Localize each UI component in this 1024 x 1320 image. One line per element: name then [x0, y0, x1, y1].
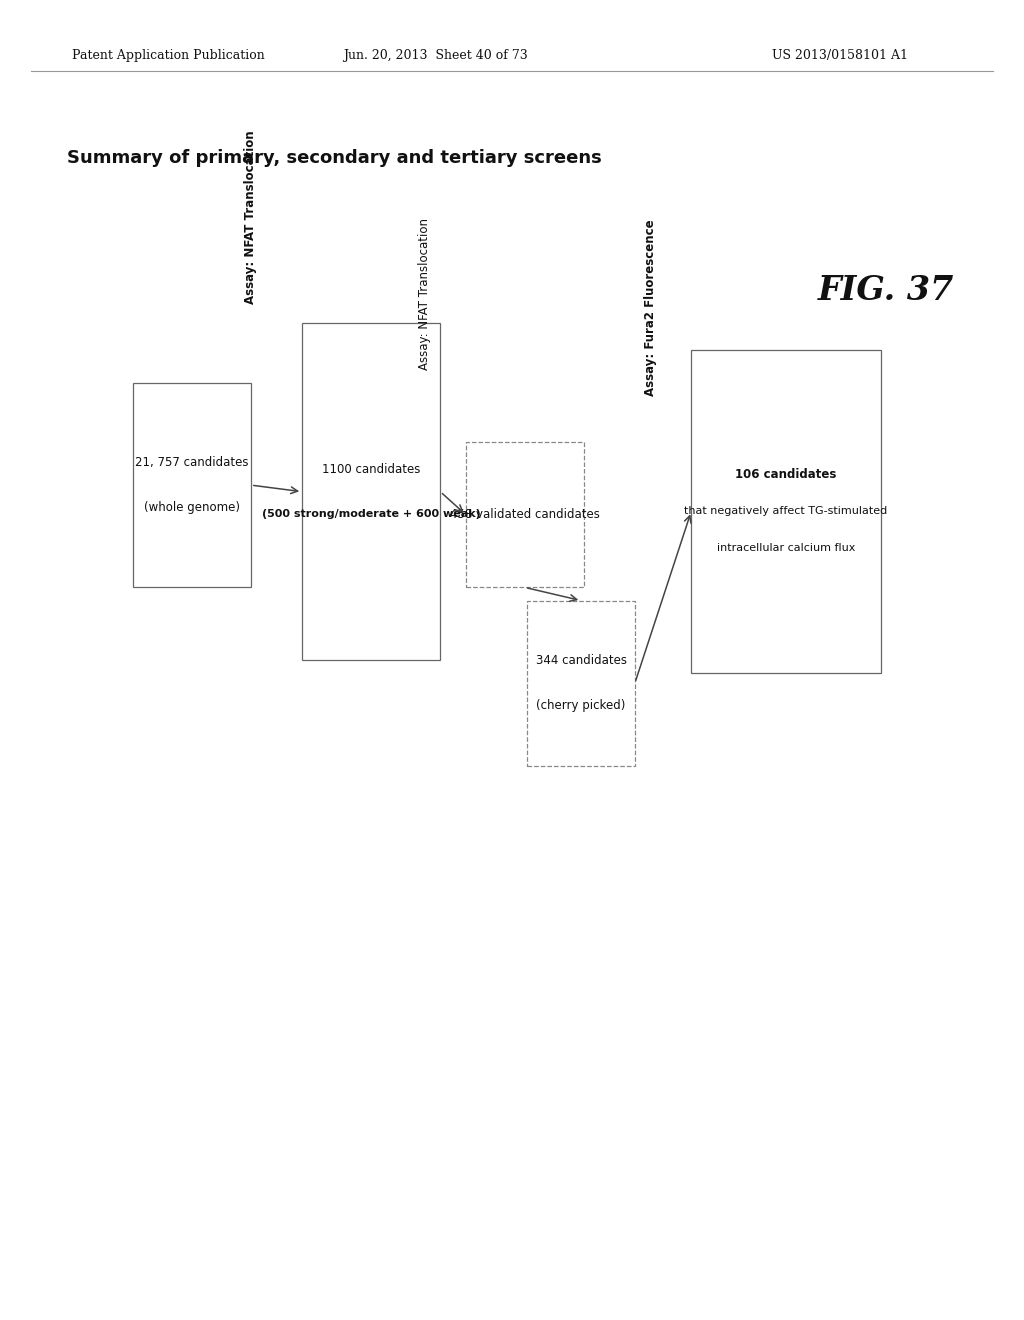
Bar [691, 350, 881, 673]
Text: (500 strong/moderate + 600 weak): (500 strong/moderate + 600 weak) [262, 510, 480, 519]
Bar [527, 601, 635, 766]
Text: (whole genome): (whole genome) [144, 500, 240, 513]
Text: intracellular calcium flux: intracellular calcium flux [717, 544, 855, 553]
Text: 344 candidates: 344 candidates [536, 655, 627, 668]
Text: Assay: Fura2 Fluorescence: Assay: Fura2 Fluorescence [644, 219, 656, 396]
Text: 21, 757 candidates: 21, 757 candidates [135, 457, 249, 470]
Text: 1100 candidates: 1100 candidates [322, 463, 421, 477]
Text: 106 candidates: 106 candidates [735, 469, 837, 480]
Text: that negatively affect TG-stimulated: that negatively affect TG-stimulated [684, 507, 888, 516]
Text: Summary of primary, secondary and tertiary screens: Summary of primary, secondary and tertia… [67, 149, 601, 168]
Bar [302, 323, 440, 660]
Text: (cherry picked): (cherry picked) [537, 698, 626, 711]
Text: US 2013/0158101 A1: US 2013/0158101 A1 [772, 49, 907, 62]
Bar [133, 383, 251, 587]
Bar [466, 442, 584, 587]
Text: Jun. 20, 2013  Sheet 40 of 73: Jun. 20, 2013 Sheet 40 of 73 [343, 49, 527, 62]
Text: Assay: NFAT Translocation: Assay: NFAT Translocation [245, 129, 257, 304]
Text: FIG. 37: FIG. 37 [817, 273, 954, 306]
Text: 458 validated candidates: 458 validated candidates [450, 508, 600, 521]
Text: Assay: NFAT Translocation: Assay: NFAT Translocation [419, 218, 431, 370]
Text: Patent Application Publication: Patent Application Publication [72, 49, 264, 62]
